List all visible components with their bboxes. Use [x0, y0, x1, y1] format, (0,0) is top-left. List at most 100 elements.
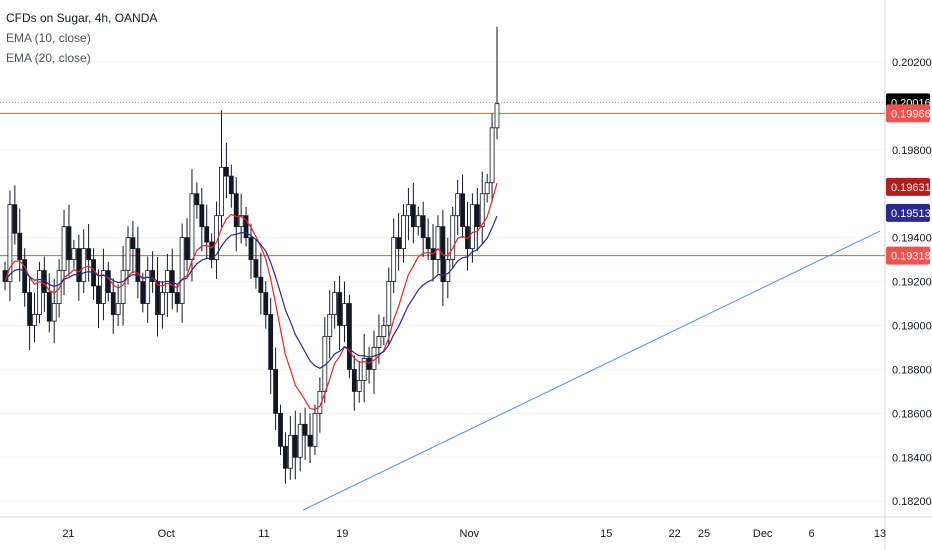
candle-body — [312, 412, 318, 447]
candle-body — [125, 237, 131, 271]
candle-body — [415, 215, 421, 228]
time-tick-label: 6 — [808, 528, 814, 540]
time-tick-label: 13 — [874, 528, 886, 540]
candle-body — [219, 166, 224, 217]
candle-body — [460, 193, 465, 228]
candle-body — [356, 380, 362, 392]
time-tick-label: 11 — [258, 528, 269, 540]
candle-body — [233, 193, 239, 228]
candle-body — [396, 237, 402, 250]
candle-body — [120, 270, 126, 304]
candle-body — [22, 259, 28, 293]
candle-body — [474, 204, 480, 228]
price-tick-label: 0.19400 — [892, 233, 932, 245]
candle-body — [450, 215, 456, 261]
candle-body — [184, 237, 190, 261]
candle-body — [223, 166, 229, 177]
candle-body — [401, 215, 406, 250]
candle-body — [479, 193, 485, 228]
candle-body — [283, 445, 288, 469]
candle-body — [366, 358, 372, 370]
candle-body — [115, 303, 121, 315]
candle-body — [297, 423, 303, 458]
price-tick-label: 0.19000 — [892, 321, 932, 333]
time-tick-label: 21 — [62, 528, 74, 540]
candle-body — [410, 204, 416, 228]
candle-body — [494, 103, 500, 129]
price-tick-label: 0.20200 — [892, 57, 932, 69]
candle-body — [278, 412, 283, 447]
candle-body — [155, 281, 160, 315]
ema10-line — [4, 182, 498, 411]
candle-body — [140, 281, 146, 304]
trendline-layer[interactable] — [302, 230, 881, 511]
candle-body — [17, 232, 23, 261]
candle-body — [346, 303, 352, 370]
candle-body — [302, 423, 308, 436]
candle-body — [86, 248, 92, 261]
candle-body — [406, 204, 411, 217]
price-tick-label: 0.18600 — [892, 408, 932, 420]
candle-body — [253, 259, 259, 278]
time-axis[interactable]: 21 Oct 11 19 Nov 15 22 25 Dec 6 13 — [62, 528, 886, 540]
time-tick-label: 15 — [600, 528, 612, 540]
price-tick-label: 0.19200 — [892, 277, 932, 289]
candle-body — [489, 127, 495, 184]
time-tick-label: Dec — [753, 528, 773, 540]
candle-body — [179, 237, 185, 304]
time-tick-label: Nov — [460, 528, 480, 540]
ema20-legend[interactable]: EMA (20, close) — [6, 51, 91, 65]
price-tag-ema10 — [886, 177, 930, 196]
price-tag-label: 0.19966 — [891, 108, 931, 120]
candle-body — [337, 292, 342, 326]
candle-body — [386, 281, 392, 326]
candle-body — [32, 314, 37, 326]
price-tick-label: 0.18400 — [892, 452, 932, 464]
candle-body — [7, 204, 13, 282]
price-tag-hline — [886, 104, 930, 123]
trendline[interactable] — [302, 230, 881, 511]
candle-body — [150, 270, 156, 282]
candle-body — [292, 434, 298, 458]
candle-body — [258, 276, 264, 293]
candle-body — [96, 285, 101, 304]
ema-lines — [4, 182, 498, 411]
candle-body — [469, 204, 475, 250]
candle-body — [327, 314, 333, 337]
candle-body — [199, 204, 205, 228]
candle-body — [228, 175, 234, 195]
candle-body — [209, 241, 215, 261]
candle-body — [484, 182, 490, 195]
price-tag-ema20 — [886, 203, 930, 222]
price-tick-label: 0.18200 — [892, 496, 932, 508]
candle-body — [81, 248, 87, 282]
symbol-title[interactable]: CFDs on Sugar, 4h, OANDA — [6, 11, 158, 25]
time-tick-label: 19 — [336, 528, 348, 540]
time-tick-label: Oct — [158, 528, 175, 540]
candle-body — [287, 434, 293, 469]
candle-body — [27, 292, 33, 326]
candle-body — [238, 215, 244, 228]
candle-body — [342, 303, 347, 326]
candle-body — [194, 193, 200, 206]
candle-body — [263, 292, 269, 315]
candle-body — [61, 226, 67, 271]
candle-body — [71, 248, 77, 261]
price-tick-label: 0.18800 — [892, 364, 932, 376]
candle-body — [376, 336, 382, 348]
candle-body — [37, 270, 42, 315]
candle-body — [145, 270, 151, 304]
ema10-legend[interactable]: EMA (10, close) — [6, 31, 91, 45]
candle-body — [420, 215, 426, 239]
candle-body — [455, 193, 461, 217]
price-tick-label: 0.19800 — [892, 145, 932, 157]
candle-body — [307, 434, 313, 447]
candle-body — [12, 204, 18, 234]
price-axis[interactable]: 0.20200 0.19800 0.19400 0.19200 0.19000 0.188… — [892, 57, 932, 508]
price-tag-label: 0.19631 — [891, 182, 931, 194]
candle-body — [243, 215, 249, 239]
candle-body — [435, 226, 441, 261]
candle-body — [56, 270, 62, 304]
